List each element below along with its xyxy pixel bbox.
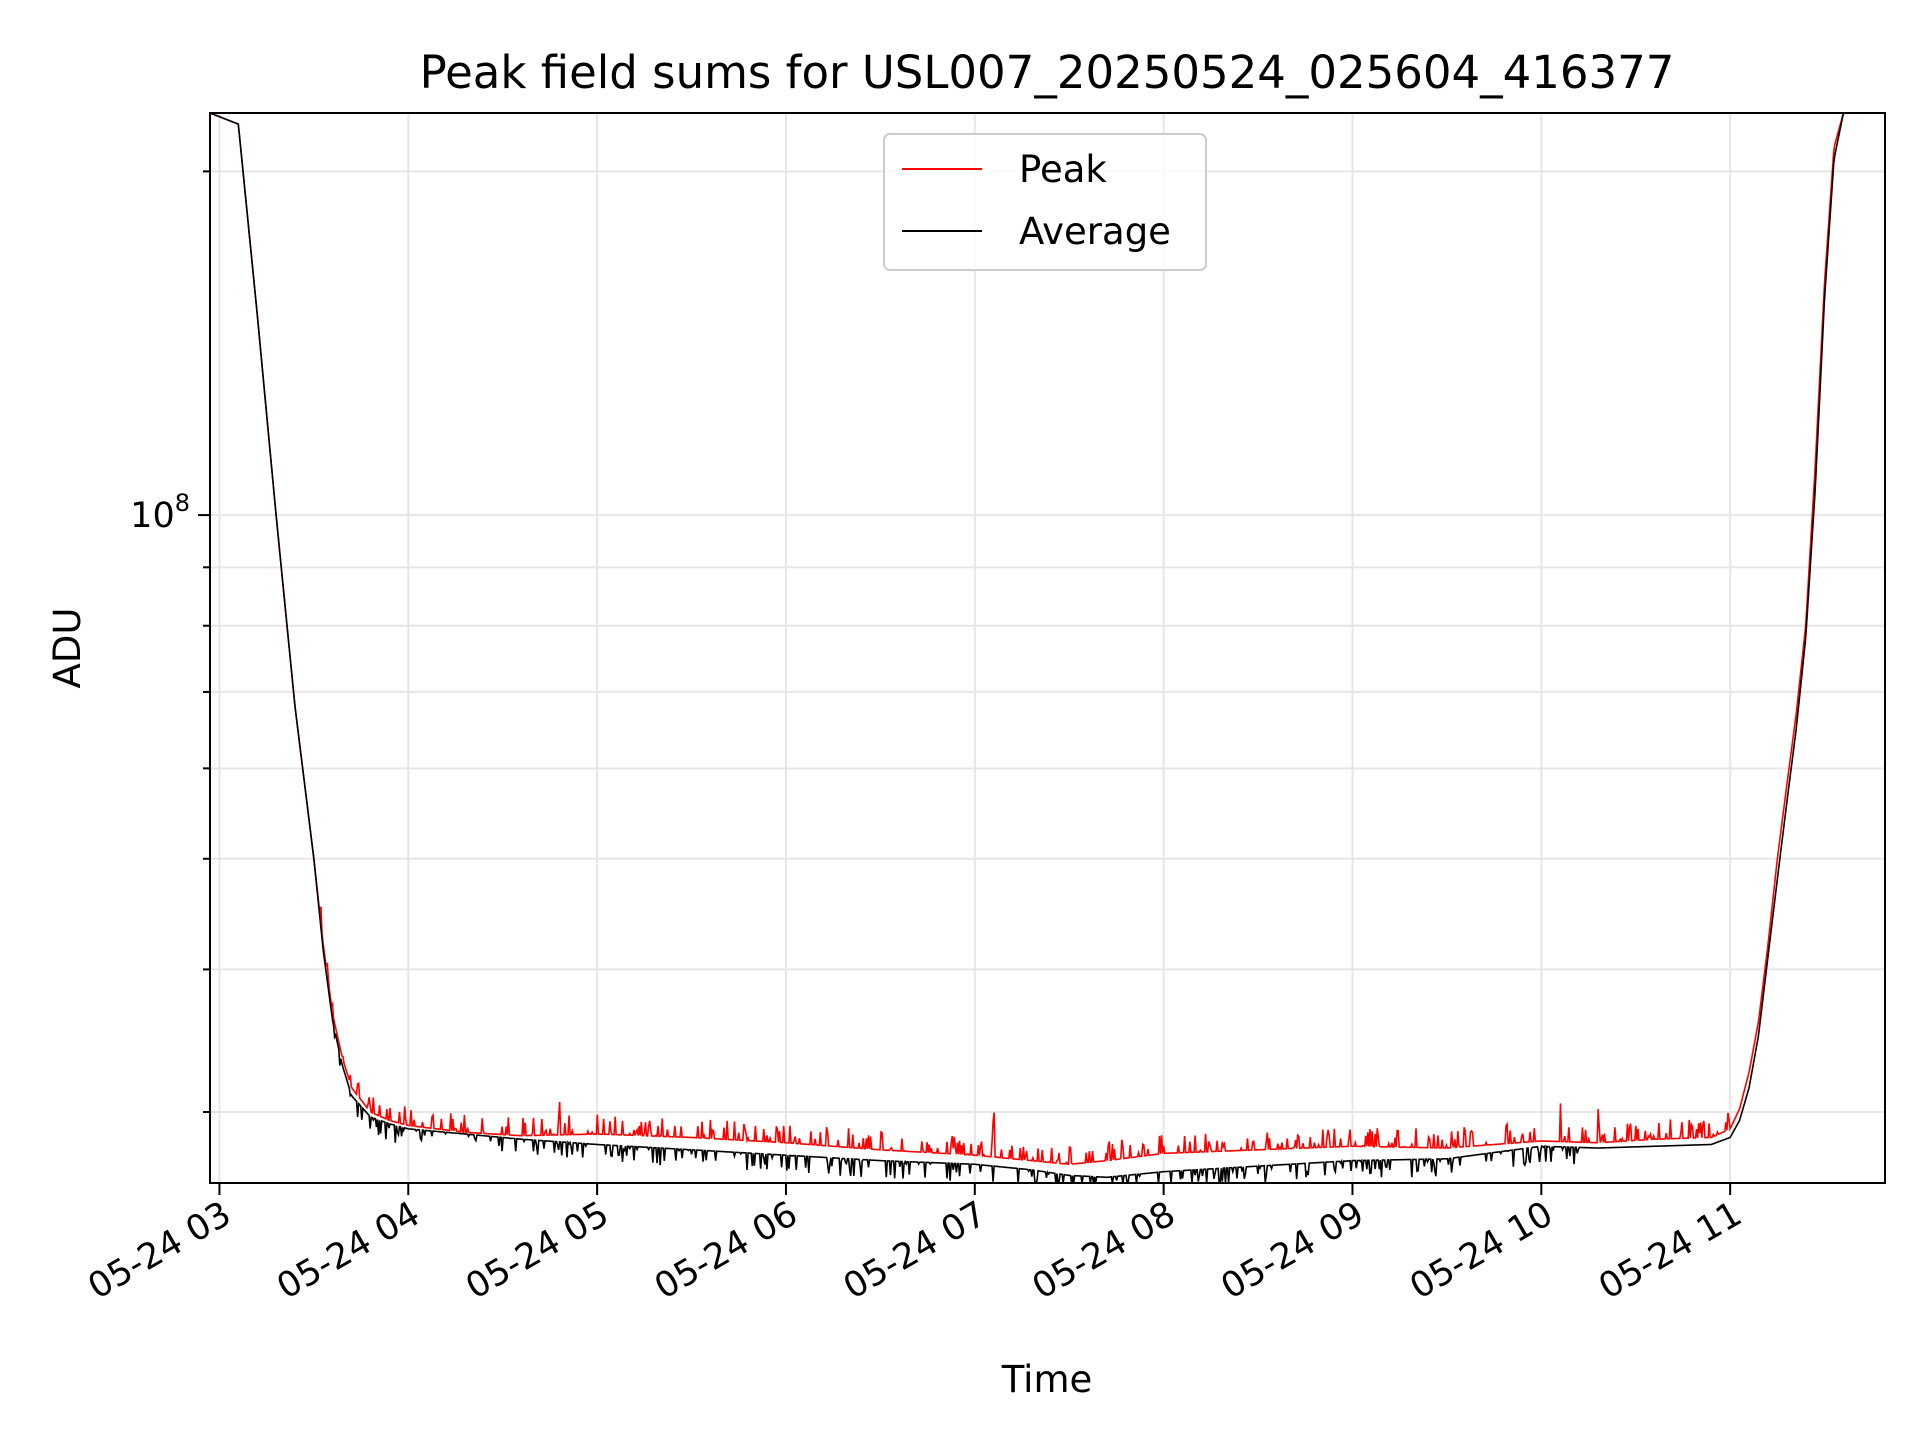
grid-layer [210, 113, 1885, 1183]
series-line-peak [209, 112, 1885, 1166]
legend: Peak Average [883, 133, 1207, 271]
y-axis-label: ADU [46, 608, 89, 689]
series-layer [209, 112, 1885, 1184]
series-line-average [209, 112, 1885, 1184]
legend-average-label: Average [1019, 210, 1171, 253]
y-tick-label: 108 [130, 489, 190, 536]
chart-title: Peak field sums for USL007_20250524_0256… [420, 46, 1675, 99]
x-axis-label: Time [1001, 1358, 1093, 1401]
plot-frame [209, 112, 1886, 1184]
legend-peak-label: Peak [1019, 148, 1107, 191]
